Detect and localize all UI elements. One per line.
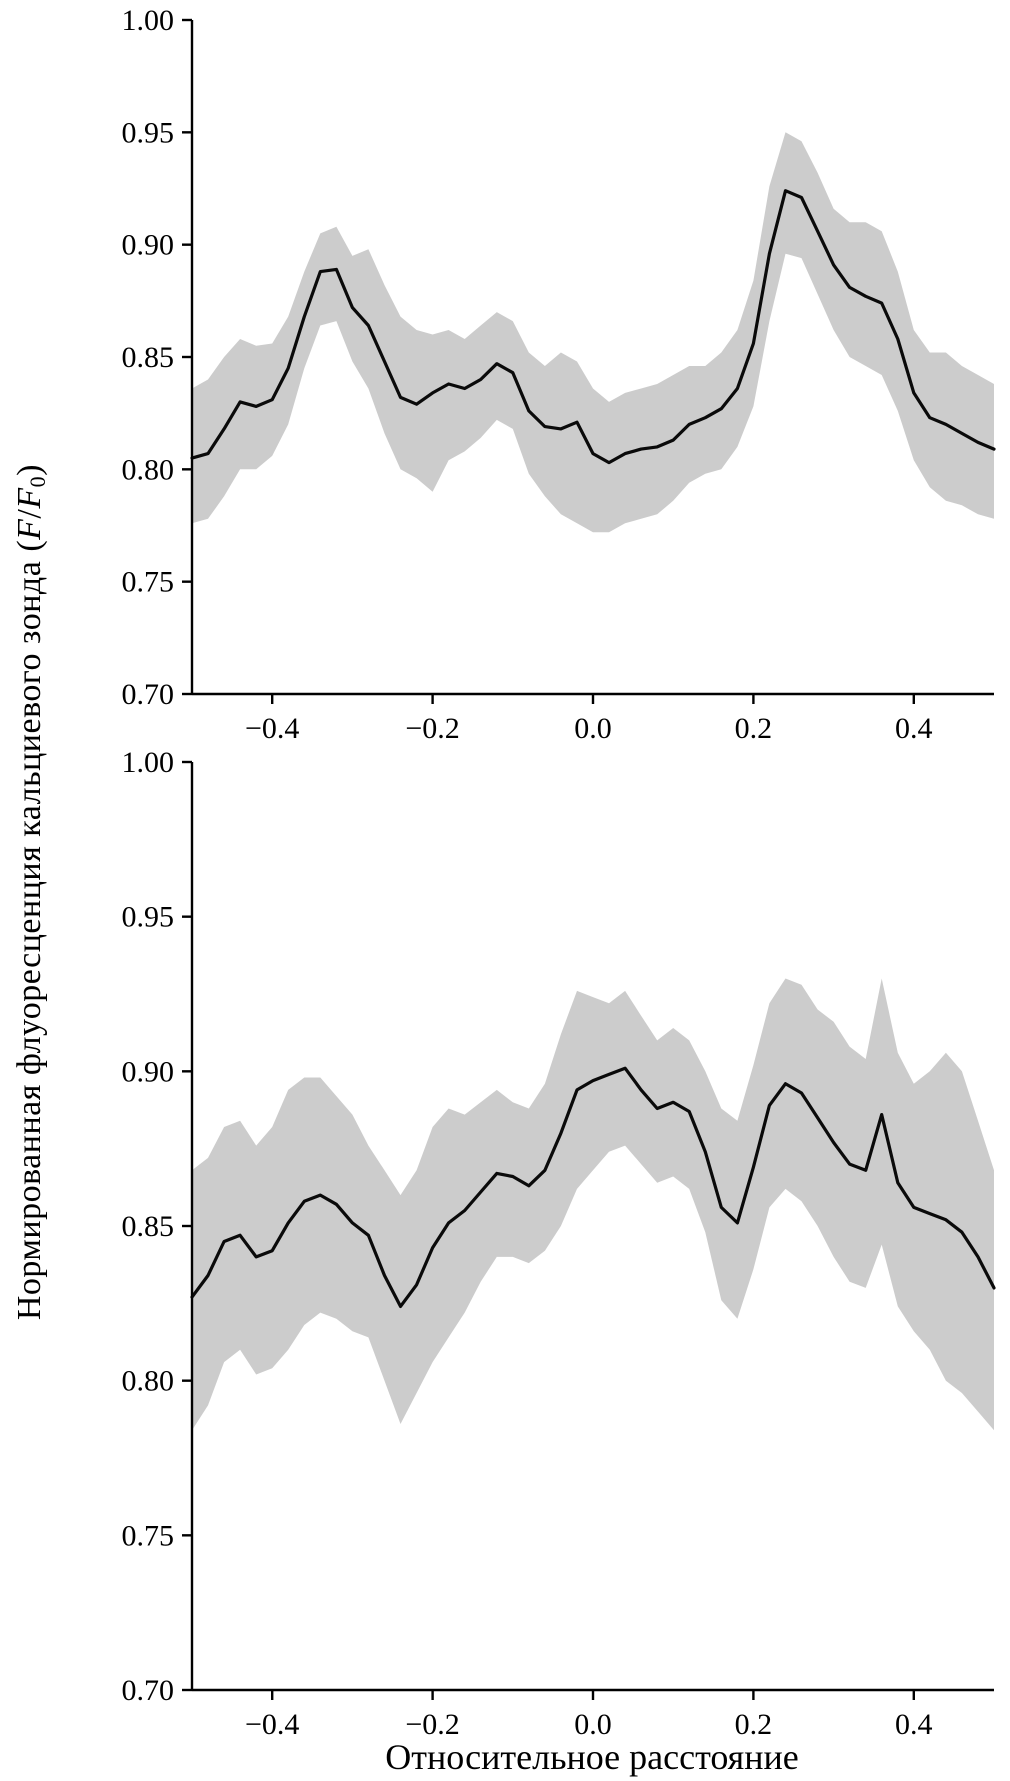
y-label-slash: / [11,508,49,519]
y-label-subscript-zero: 0 [24,475,50,488]
y-tick-label: 0.85 [122,1210,175,1243]
y-tick-label: 0.85 [122,341,175,374]
y-tick-label: 0.95 [122,901,175,934]
x-tick-label: −0.4 [245,712,299,745]
y-tick-label: 0.70 [122,678,175,711]
x-tick-label: 0.2 [735,1708,773,1741]
top-panel-plot: 1.00 0.95 0.90 0.85 0.80 0.75 0.70 −0.4 −0.2 0.0 0… [122,4,996,745]
confidence-band [192,978,994,1431]
y-tick-label: 1.00 [122,6,175,37]
chart-bottom: 1.00 0.95 0.90 0.85 0.80 0.75 0.70 −0.4 −0.2 0.0 0… [62,746,1010,1744]
y-tick-label: 0.75 [122,566,175,599]
y-label-prefix: Нормированная флуоресценция кальциевого … [11,539,49,1320]
x-tick-label: 0.4 [895,712,933,745]
y-axis-label-text: Нормированная флуоресценция кальциевого … [11,464,51,1320]
y-tick-label: 0.90 [122,1055,175,1088]
confidence-band [192,132,994,533]
x-tick-label: 0.2 [735,712,773,745]
y-label-f-numerator: F [11,518,49,540]
y-tick-label: 1.00 [122,748,175,779]
mean-line [190,1066,996,1309]
charts-column: 1.00 0.95 0.90 0.85 0.80 0.75 0.70 −0.4 −0.2 0.0 0… [62,4,1010,1778]
bottom-panel-plot: 1.00 0.95 0.90 0.85 0.80 0.75 0.70 −0.4 −0.2 0.0 0… [122,746,996,1741]
y-tick-label: 0.70 [122,1674,175,1707]
y-tick-label: 0.90 [122,229,175,262]
x-axis-label: Относительное расстояние [385,1737,799,1777]
chart-top: 1.00 0.95 0.90 0.85 0.80 0.75 0.70 −0.4 −0.2 0.0 0… [62,4,1010,748]
x-tick-label: 0.4 [895,1708,933,1741]
mean-line [190,189,996,465]
y-tick-label: 0.75 [122,1519,175,1552]
y-tick-label: 0.95 [122,116,175,149]
y-label-f-denominator: F [11,487,49,509]
x-tick-label: −0.2 [405,712,459,745]
x-tick-label: −0.2 [405,1708,459,1741]
y-tick-label: 0.80 [122,1365,175,1398]
x-tick-label: −0.4 [245,1708,299,1741]
y-tick-label: 0.80 [122,453,175,486]
y-label-suffix: ) [11,463,49,476]
y-axis-label: Нормированная флуоресценция кальциевого … [0,6,62,1778]
x-tick-label: 0.0 [574,1708,612,1741]
x-tick-label: 0.0 [574,712,612,745]
